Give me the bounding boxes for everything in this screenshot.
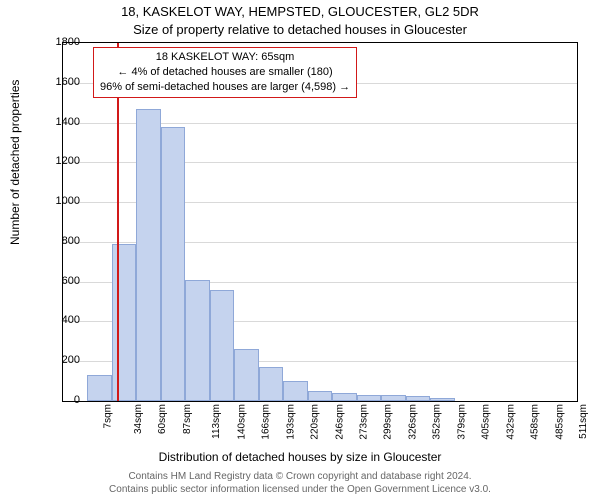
x-tick-label: 140sqm: [236, 404, 247, 440]
x-tick-label: 458sqm: [530, 404, 541, 440]
histogram-bar: [185, 280, 209, 401]
x-tick-label: 87sqm: [182, 404, 193, 434]
x-tick-label: 326sqm: [408, 404, 419, 440]
y-tick-label: 1000: [30, 195, 80, 207]
annotation-line3: 96% of semi-detached houses are larger (…: [100, 80, 350, 95]
x-tick-label: 7sqm: [103, 404, 114, 428]
histogram-bar: [210, 290, 234, 401]
histogram-bar: [308, 391, 332, 401]
y-tick-label: 800: [30, 235, 80, 247]
footer-text: Contains HM Land Registry data © Crown c…: [0, 471, 600, 496]
histogram-bar: [112, 244, 136, 401]
chart-subtitle: Size of property relative to detached ho…: [0, 22, 600, 37]
y-tick-label: 600: [30, 275, 80, 287]
x-tick-label: 220sqm: [310, 404, 321, 440]
x-tick-label: 299sqm: [383, 404, 394, 440]
x-tick-label: 166sqm: [261, 404, 272, 440]
y-axis-label: Number of detached properties: [8, 80, 22, 245]
footer-line2: Contains public sector information licen…: [0, 484, 600, 497]
x-axis-label: Distribution of detached houses by size …: [0, 450, 600, 464]
footer-line1: Contains HM Land Registry data © Crown c…: [0, 471, 600, 484]
histogram-bar: [234, 349, 258, 401]
histogram-bar: [332, 393, 356, 401]
x-tick-label: 193sqm: [285, 404, 296, 440]
chart-container: 18, KASKELOT WAY, HEMPSTED, GLOUCESTER, …: [0, 0, 600, 500]
histogram-bar: [161, 127, 185, 401]
histogram-bar: [381, 395, 405, 401]
histogram-bar: [283, 381, 307, 401]
x-tick-label: 379sqm: [456, 404, 467, 440]
annotation-line2: ← 4% of detached houses are smaller (180…: [100, 65, 350, 80]
x-tick-label: 405sqm: [481, 404, 492, 440]
chart-title: 18, KASKELOT WAY, HEMPSTED, GLOUCESTER, …: [0, 4, 600, 19]
histogram-bar: [357, 395, 381, 401]
annotation-box: 18 KASKELOT WAY: 65sqm ← 4% of detached …: [93, 47, 357, 98]
x-tick-label: 34sqm: [133, 404, 144, 434]
x-tick-label: 273sqm: [359, 404, 370, 440]
histogram-bar: [87, 375, 111, 401]
annotation-line1: 18 KASKELOT WAY: 65sqm: [100, 50, 350, 65]
plot-area: 18 KASKELOT WAY: 65sqm ← 4% of detached …: [62, 42, 578, 402]
x-tick-label: 511sqm: [578, 404, 589, 439]
x-tick-label: 352sqm: [432, 404, 443, 440]
histogram-bar: [406, 396, 430, 401]
y-tick-label: 1600: [30, 76, 80, 88]
x-tick-label: 60sqm: [157, 404, 168, 434]
x-tick-label: 113sqm: [211, 404, 222, 439]
y-tick-label: 400: [30, 314, 80, 326]
x-tick-label: 246sqm: [334, 404, 345, 440]
y-tick-label: 1200: [30, 155, 80, 167]
y-tick-label: 1400: [30, 116, 80, 128]
y-tick-label: 0: [30, 394, 80, 406]
histogram-bar: [430, 398, 454, 401]
x-tick-label: 485sqm: [554, 404, 565, 440]
y-tick-label: 200: [30, 354, 80, 366]
histogram-bar: [259, 367, 283, 401]
y-tick-label: 1800: [30, 36, 80, 48]
x-tick-label: 432sqm: [505, 404, 516, 440]
histogram-bar: [136, 109, 160, 401]
